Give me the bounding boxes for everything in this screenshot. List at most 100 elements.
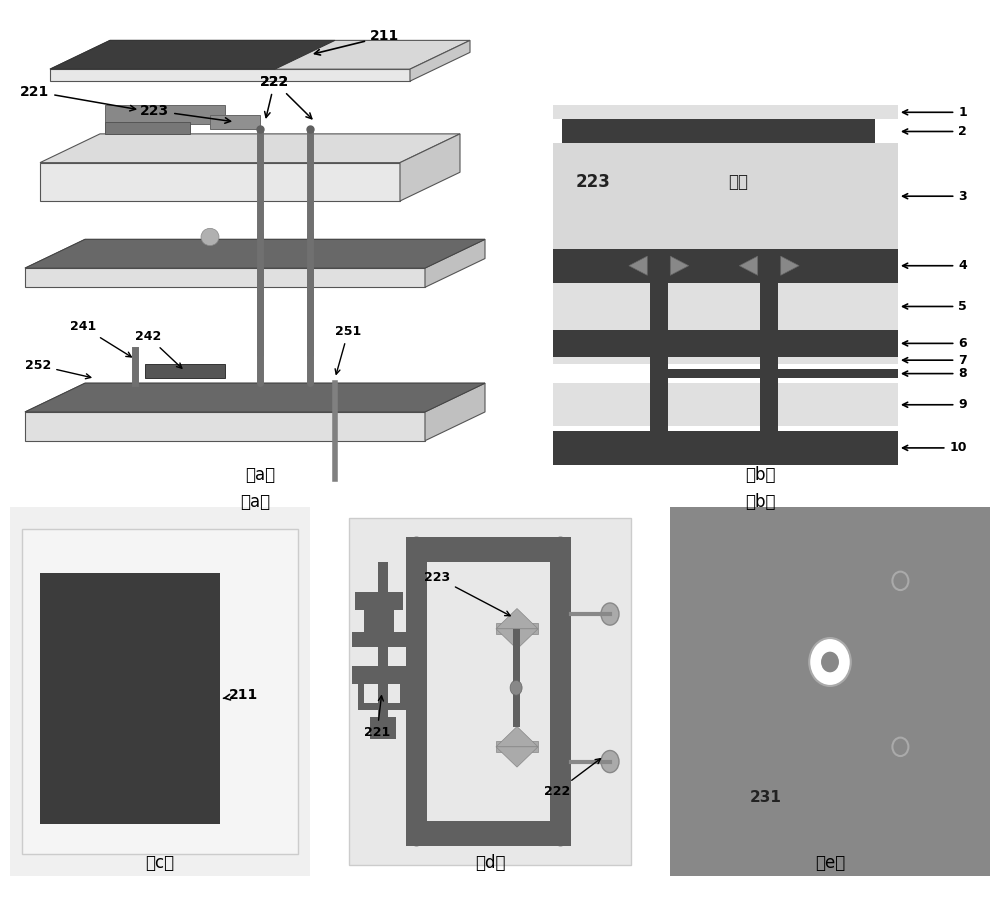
Polygon shape: [496, 609, 538, 629]
Text: （a）: （a）: [245, 466, 275, 484]
Polygon shape: [400, 134, 460, 201]
Bar: [562, 431, 889, 465]
Bar: [650, 249, 668, 465]
Polygon shape: [25, 384, 485, 412]
Text: 3: 3: [903, 190, 967, 203]
Text: 泡沫: 泡沫: [728, 172, 748, 191]
Text: 222: 222: [260, 75, 312, 119]
Text: 8: 8: [903, 367, 967, 380]
Text: 211: 211: [223, 688, 258, 702]
Bar: [496, 623, 538, 634]
Circle shape: [510, 680, 522, 695]
Polygon shape: [739, 256, 758, 276]
Bar: [553, 105, 898, 120]
Polygon shape: [25, 268, 425, 288]
Polygon shape: [410, 41, 470, 81]
Circle shape: [406, 537, 427, 562]
Polygon shape: [50, 41, 335, 69]
Polygon shape: [25, 412, 425, 441]
Polygon shape: [105, 122, 190, 134]
Bar: [364, 680, 400, 703]
Bar: [562, 120, 875, 144]
Bar: [378, 562, 388, 728]
Bar: [562, 330, 668, 357]
Text: （b）: （b）: [745, 466, 775, 484]
Bar: [370, 717, 396, 739]
Text: 1: 1: [903, 106, 967, 119]
Text: 221: 221: [20, 85, 136, 111]
Bar: [760, 330, 889, 357]
Bar: [358, 673, 406, 710]
Circle shape: [201, 229, 219, 245]
Bar: [553, 384, 898, 426]
Text: 252: 252: [25, 359, 91, 379]
Circle shape: [550, 537, 571, 562]
Bar: [352, 632, 406, 647]
Text: （d）: （d）: [475, 854, 505, 872]
Circle shape: [550, 821, 571, 846]
Polygon shape: [670, 256, 689, 276]
Text: 7: 7: [903, 354, 967, 367]
Bar: [760, 249, 778, 465]
Circle shape: [892, 738, 908, 756]
Text: （c）: （c）: [145, 854, 175, 872]
Bar: [352, 666, 406, 684]
Bar: [406, 537, 427, 846]
Circle shape: [601, 751, 619, 773]
Bar: [562, 249, 889, 282]
Bar: [355, 592, 403, 610]
Bar: [496, 741, 538, 752]
Polygon shape: [40, 134, 460, 162]
Polygon shape: [781, 256, 799, 276]
Text: 9: 9: [903, 398, 967, 411]
Polygon shape: [210, 114, 260, 129]
Text: 251: 251: [335, 325, 361, 374]
Polygon shape: [25, 384, 485, 412]
Text: 5: 5: [903, 300, 967, 313]
Bar: [364, 592, 394, 636]
Polygon shape: [496, 629, 538, 649]
Bar: [512, 629, 520, 727]
Polygon shape: [105, 105, 225, 124]
Text: 231: 231: [750, 790, 782, 805]
Text: （b）: （b）: [745, 493, 775, 512]
Bar: [553, 431, 898, 465]
Bar: [668, 369, 898, 378]
Polygon shape: [629, 256, 647, 276]
Text: 6: 6: [903, 337, 967, 349]
Bar: [406, 821, 571, 846]
Text: 4: 4: [903, 259, 967, 272]
Polygon shape: [50, 69, 410, 81]
Circle shape: [892, 572, 908, 590]
Circle shape: [406, 821, 427, 846]
Text: 10: 10: [903, 442, 967, 455]
Bar: [553, 144, 898, 249]
Circle shape: [809, 638, 851, 686]
Bar: [553, 282, 898, 330]
Bar: [352, 647, 406, 662]
Text: 222: 222: [260, 75, 289, 117]
Bar: [406, 537, 571, 562]
Bar: [40, 573, 220, 824]
Text: 223: 223: [576, 172, 611, 191]
Bar: [550, 537, 571, 846]
Polygon shape: [496, 747, 538, 767]
Polygon shape: [25, 240, 485, 268]
Bar: [22, 529, 298, 854]
Text: 242: 242: [135, 330, 182, 368]
Text: 211: 211: [315, 30, 399, 55]
Bar: [553, 330, 898, 357]
Polygon shape: [50, 41, 470, 69]
Text: （e）: （e）: [815, 854, 845, 872]
Polygon shape: [40, 162, 400, 201]
Bar: [553, 357, 898, 364]
Text: 231: 231: [100, 226, 129, 240]
Polygon shape: [25, 240, 485, 268]
Text: 221: 221: [364, 696, 390, 739]
Circle shape: [601, 603, 619, 625]
Polygon shape: [425, 240, 485, 288]
Text: 2: 2: [903, 125, 967, 138]
Polygon shape: [496, 727, 538, 747]
Polygon shape: [145, 364, 225, 378]
Bar: [677, 369, 875, 378]
